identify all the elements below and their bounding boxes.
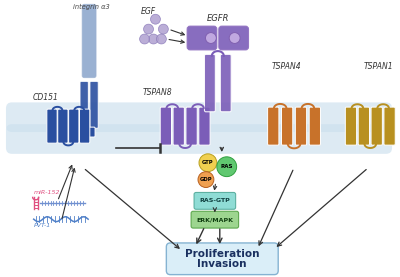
Text: RAS-GTP: RAS-GTP xyxy=(200,198,230,203)
FancyBboxPatch shape xyxy=(199,107,210,145)
FancyBboxPatch shape xyxy=(219,26,248,50)
Text: TSPAN1: TSPAN1 xyxy=(363,62,393,71)
Circle shape xyxy=(144,24,154,34)
FancyBboxPatch shape xyxy=(83,127,95,137)
Text: integrin α3: integrin α3 xyxy=(73,4,110,11)
FancyBboxPatch shape xyxy=(69,109,79,143)
Text: TSPAN8: TSPAN8 xyxy=(143,88,172,98)
FancyBboxPatch shape xyxy=(90,81,98,128)
Text: PVT-1: PVT-1 xyxy=(34,223,51,228)
Circle shape xyxy=(198,172,214,188)
FancyBboxPatch shape xyxy=(173,107,184,145)
FancyBboxPatch shape xyxy=(345,107,357,145)
FancyBboxPatch shape xyxy=(6,102,392,132)
Text: Proliferation: Proliferation xyxy=(184,249,259,259)
Circle shape xyxy=(199,154,217,172)
FancyBboxPatch shape xyxy=(282,107,293,145)
FancyBboxPatch shape xyxy=(80,81,88,128)
FancyBboxPatch shape xyxy=(358,107,370,145)
FancyBboxPatch shape xyxy=(204,54,215,112)
Text: CD151: CD151 xyxy=(32,93,58,102)
FancyBboxPatch shape xyxy=(295,107,307,145)
Text: GTP: GTP xyxy=(202,160,214,165)
Text: EGF: EGF xyxy=(141,7,156,16)
Text: TSPAN4: TSPAN4 xyxy=(271,62,301,71)
Circle shape xyxy=(229,33,240,43)
FancyBboxPatch shape xyxy=(6,124,392,154)
FancyBboxPatch shape xyxy=(220,54,231,112)
Circle shape xyxy=(158,24,168,34)
Text: RAS: RAS xyxy=(220,164,233,169)
FancyBboxPatch shape xyxy=(160,107,172,145)
Text: GDP: GDP xyxy=(200,177,212,182)
Text: ERK/MAPK: ERK/MAPK xyxy=(196,217,233,222)
Text: miR-152: miR-152 xyxy=(34,190,60,196)
FancyBboxPatch shape xyxy=(186,107,197,145)
Circle shape xyxy=(140,34,150,44)
FancyBboxPatch shape xyxy=(82,4,96,78)
Circle shape xyxy=(156,34,166,44)
FancyBboxPatch shape xyxy=(80,109,90,143)
FancyBboxPatch shape xyxy=(187,26,217,50)
Text: Invasion: Invasion xyxy=(197,259,246,269)
FancyBboxPatch shape xyxy=(268,107,279,145)
Circle shape xyxy=(150,14,160,24)
Text: EGFR: EGFR xyxy=(206,14,229,23)
Circle shape xyxy=(148,34,158,44)
FancyBboxPatch shape xyxy=(384,107,395,145)
FancyBboxPatch shape xyxy=(191,211,239,228)
Circle shape xyxy=(217,157,237,177)
FancyBboxPatch shape xyxy=(309,107,320,145)
FancyBboxPatch shape xyxy=(194,193,236,209)
Circle shape xyxy=(206,33,216,43)
FancyBboxPatch shape xyxy=(58,109,68,143)
FancyBboxPatch shape xyxy=(166,243,278,275)
FancyBboxPatch shape xyxy=(371,107,382,145)
FancyBboxPatch shape xyxy=(47,109,57,143)
